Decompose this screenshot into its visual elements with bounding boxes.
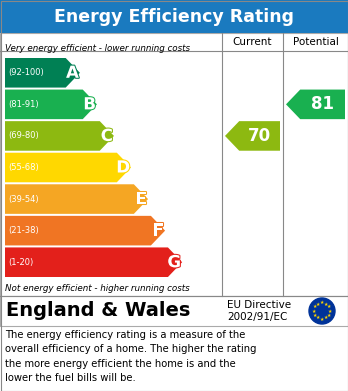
Text: ★: ★	[324, 316, 328, 321]
Text: 70: 70	[248, 127, 271, 145]
Text: ★: ★	[313, 305, 317, 309]
Bar	[0, 33, 348, 296]
Text: Very energy efficient - lower running costs: Very energy efficient - lower running co…	[5, 44, 190, 53]
Text: ★: ★	[313, 312, 317, 317]
Text: E: E	[136, 190, 147, 208]
Text: ★: ★	[320, 300, 324, 305]
Text: ★: ★	[327, 305, 331, 309]
Text: Potential: Potential	[293, 37, 339, 47]
Text: (55-68): (55-68)	[8, 163, 39, 172]
Text: ★: ★	[324, 301, 328, 307]
Polygon shape	[5, 121, 114, 151]
Text: ★: ★	[327, 312, 331, 317]
Bar	[0, 296, 348, 326]
Text: Energy Efficiency Rating: Energy Efficiency Rating	[54, 7, 294, 25]
Text: (39-54): (39-54)	[8, 195, 39, 204]
Text: ★: ★	[316, 301, 320, 307]
Polygon shape	[5, 58, 80, 88]
FancyBboxPatch shape	[0, 0, 348, 33]
Text: B: B	[83, 95, 96, 113]
Polygon shape	[5, 153, 131, 182]
Text: C: C	[101, 127, 113, 145]
Text: England & Wales: England & Wales	[6, 301, 190, 321]
Text: D: D	[116, 158, 130, 176]
Text: Current: Current	[233, 37, 272, 47]
Polygon shape	[5, 184, 148, 214]
Polygon shape	[5, 90, 97, 119]
Polygon shape	[5, 248, 182, 277]
Text: (1-20): (1-20)	[8, 258, 33, 267]
Polygon shape	[286, 90, 345, 119]
Text: (81-91): (81-91)	[8, 100, 39, 109]
Text: (92-100): (92-100)	[8, 68, 44, 77]
Text: F: F	[153, 222, 164, 240]
Text: ★: ★	[328, 308, 332, 314]
Circle shape	[309, 298, 335, 324]
Text: (21-38): (21-38)	[8, 226, 39, 235]
Text: ★: ★	[320, 317, 324, 321]
Text: Not energy efficient - higher running costs: Not energy efficient - higher running co…	[5, 284, 190, 293]
Polygon shape	[225, 121, 280, 151]
Text: A: A	[66, 64, 79, 82]
Text: ★: ★	[312, 308, 316, 314]
Text: ★: ★	[316, 316, 320, 321]
Text: The energy efficiency rating is a measure of the
overall efficiency of a home. T: The energy efficiency rating is a measur…	[5, 330, 256, 383]
Polygon shape	[5, 216, 165, 246]
Text: G: G	[167, 253, 181, 271]
Text: EU Directive
2002/91/EC: EU Directive 2002/91/EC	[227, 300, 291, 322]
Text: (69-80): (69-80)	[8, 131, 39, 140]
Text: 81: 81	[311, 95, 334, 113]
